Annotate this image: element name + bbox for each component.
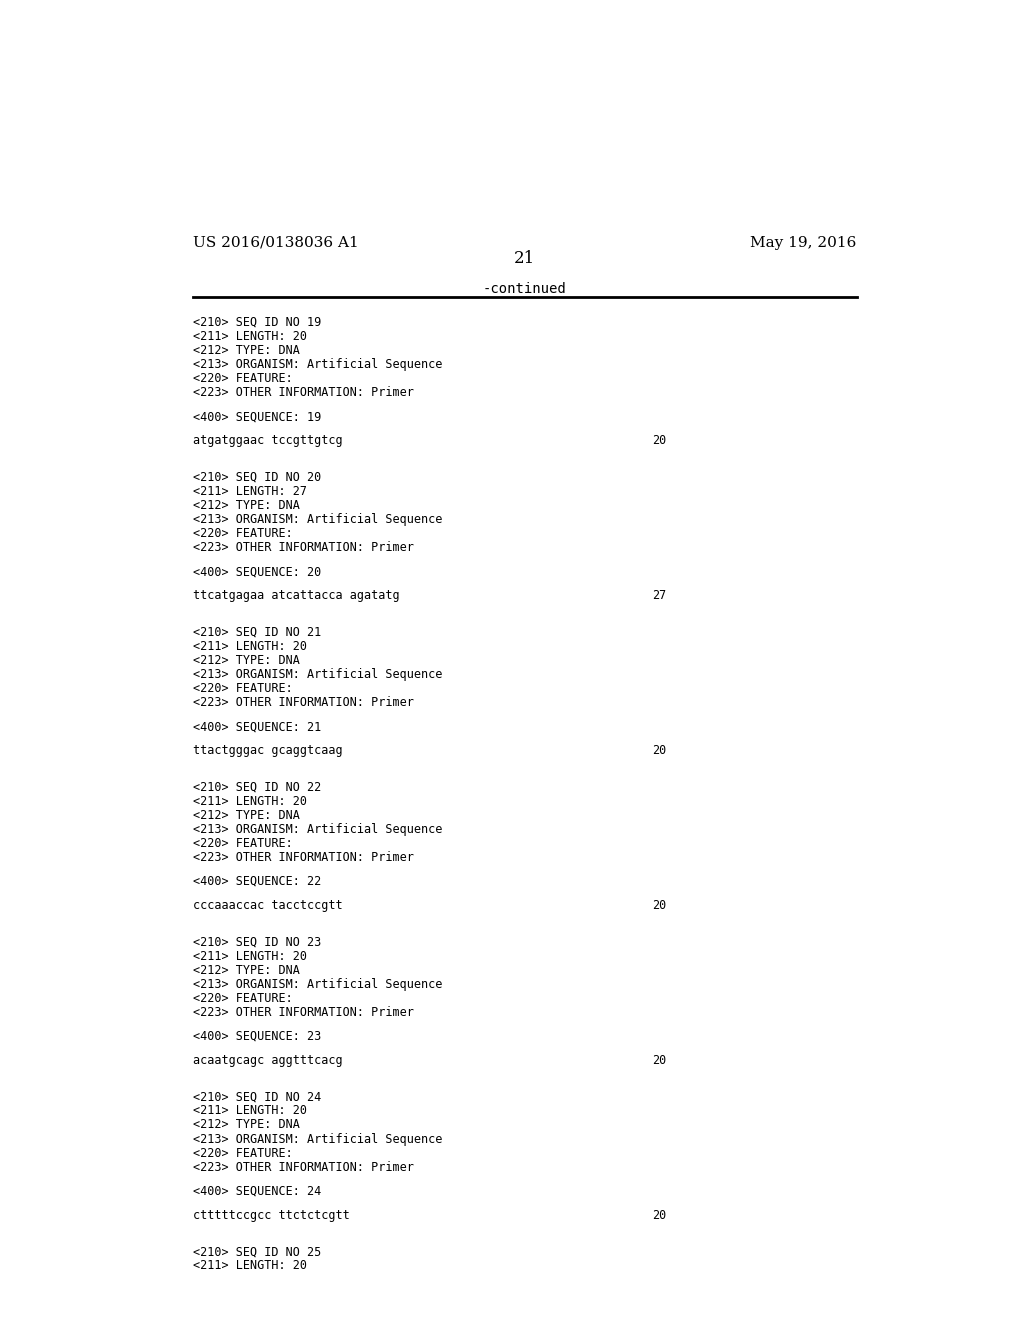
Text: <220> FEATURE:: <220> FEATURE: bbox=[194, 1147, 293, 1159]
Text: <213> ORGANISM: Artificial Sequence: <213> ORGANISM: Artificial Sequence bbox=[194, 358, 442, 371]
Text: <220> FEATURE:: <220> FEATURE: bbox=[194, 527, 293, 540]
Text: US 2016/0138036 A1: US 2016/0138036 A1 bbox=[194, 236, 358, 249]
Text: <213> ORGANISM: Artificial Sequence: <213> ORGANISM: Artificial Sequence bbox=[194, 822, 442, 836]
Text: <213> ORGANISM: Artificial Sequence: <213> ORGANISM: Artificial Sequence bbox=[194, 978, 442, 990]
Text: 20: 20 bbox=[652, 434, 666, 447]
Text: ttcatgagaa atcattacca agatatg: ttcatgagaa atcattacca agatatg bbox=[194, 589, 399, 602]
Text: <213> ORGANISM: Artificial Sequence: <213> ORGANISM: Artificial Sequence bbox=[194, 513, 442, 525]
Text: <223> OTHER INFORMATION: Primer: <223> OTHER INFORMATION: Primer bbox=[194, 1006, 414, 1019]
Text: cccaaaccac tacctccgtt: cccaaaccac tacctccgtt bbox=[194, 899, 343, 912]
Text: <400> SEQUENCE: 22: <400> SEQUENCE: 22 bbox=[194, 875, 322, 888]
Text: <220> FEATURE:: <220> FEATURE: bbox=[194, 372, 293, 385]
Text: <213> ORGANISM: Artificial Sequence: <213> ORGANISM: Artificial Sequence bbox=[194, 668, 442, 681]
Text: <211> LENGTH: 20: <211> LENGTH: 20 bbox=[194, 949, 307, 962]
Text: 27: 27 bbox=[652, 589, 666, 602]
Text: 20: 20 bbox=[652, 1055, 666, 1067]
Text: <223> OTHER INFORMATION: Primer: <223> OTHER INFORMATION: Primer bbox=[194, 541, 414, 554]
Text: <210> SEQ ID NO 21: <210> SEQ ID NO 21 bbox=[194, 626, 322, 639]
Text: <210> SEQ ID NO 19: <210> SEQ ID NO 19 bbox=[194, 315, 322, 329]
Text: <211> LENGTH: 20: <211> LENGTH: 20 bbox=[194, 1105, 307, 1118]
Text: <223> OTHER INFORMATION: Primer: <223> OTHER INFORMATION: Primer bbox=[194, 696, 414, 709]
Text: <213> ORGANISM: Artificial Sequence: <213> ORGANISM: Artificial Sequence bbox=[194, 1133, 442, 1146]
Text: ctttttccgcc ttctctcgtt: ctttttccgcc ttctctcgtt bbox=[194, 1209, 350, 1222]
Text: 20: 20 bbox=[652, 899, 666, 912]
Text: atgatggaac tccgttgtcg: atgatggaac tccgttgtcg bbox=[194, 434, 343, 447]
Text: <400> SEQUENCE: 23: <400> SEQUENCE: 23 bbox=[194, 1030, 322, 1043]
Text: <220> FEATURE:: <220> FEATURE: bbox=[194, 991, 293, 1005]
Text: <211> LENGTH: 20: <211> LENGTH: 20 bbox=[194, 330, 307, 343]
Text: <220> FEATURE:: <220> FEATURE: bbox=[194, 837, 293, 850]
Text: <400> SEQUENCE: 21: <400> SEQUENCE: 21 bbox=[194, 721, 322, 733]
Text: <210> SEQ ID NO 25: <210> SEQ ID NO 25 bbox=[194, 1245, 322, 1258]
Text: <210> SEQ ID NO 24: <210> SEQ ID NO 24 bbox=[194, 1090, 322, 1104]
Text: <212> TYPE: DNA: <212> TYPE: DNA bbox=[194, 653, 300, 667]
Text: 21: 21 bbox=[514, 249, 536, 267]
Text: acaatgcagc aggtttcacg: acaatgcagc aggtttcacg bbox=[194, 1055, 343, 1067]
Text: <400> SEQUENCE: 20: <400> SEQUENCE: 20 bbox=[194, 565, 322, 578]
Text: <211> LENGTH: 20: <211> LENGTH: 20 bbox=[194, 640, 307, 653]
Text: <210> SEQ ID NO 22: <210> SEQ ID NO 22 bbox=[194, 780, 322, 793]
Text: <212> TYPE: DNA: <212> TYPE: DNA bbox=[194, 345, 300, 356]
Text: 20: 20 bbox=[652, 1209, 666, 1222]
Text: <211> LENGTH: 27: <211> LENGTH: 27 bbox=[194, 484, 307, 498]
Text: <212> TYPE: DNA: <212> TYPE: DNA bbox=[194, 499, 300, 512]
Text: <210> SEQ ID NO 23: <210> SEQ ID NO 23 bbox=[194, 936, 322, 949]
Text: <212> TYPE: DNA: <212> TYPE: DNA bbox=[194, 1118, 300, 1131]
Text: <223> OTHER INFORMATION: Primer: <223> OTHER INFORMATION: Primer bbox=[194, 1160, 414, 1173]
Text: <400> SEQUENCE: 24: <400> SEQUENCE: 24 bbox=[194, 1185, 322, 1197]
Text: <211> LENGTH: 20: <211> LENGTH: 20 bbox=[194, 1259, 307, 1272]
Text: <223> OTHER INFORMATION: Primer: <223> OTHER INFORMATION: Primer bbox=[194, 851, 414, 863]
Text: <210> SEQ ID NO 20: <210> SEQ ID NO 20 bbox=[194, 471, 322, 484]
Text: <212> TYPE: DNA: <212> TYPE: DNA bbox=[194, 809, 300, 821]
Text: <220> FEATURE:: <220> FEATURE: bbox=[194, 682, 293, 694]
Text: -continued: -continued bbox=[483, 282, 566, 297]
Text: ttactgggac gcaggtcaag: ttactgggac gcaggtcaag bbox=[194, 744, 343, 758]
Text: <400> SEQUENCE: 19: <400> SEQUENCE: 19 bbox=[194, 411, 322, 424]
Text: <212> TYPE: DNA: <212> TYPE: DNA bbox=[194, 964, 300, 977]
Text: May 19, 2016: May 19, 2016 bbox=[751, 236, 856, 249]
Text: <211> LENGTH: 20: <211> LENGTH: 20 bbox=[194, 795, 307, 808]
Text: <223> OTHER INFORMATION: Primer: <223> OTHER INFORMATION: Primer bbox=[194, 385, 414, 399]
Text: 20: 20 bbox=[652, 744, 666, 758]
